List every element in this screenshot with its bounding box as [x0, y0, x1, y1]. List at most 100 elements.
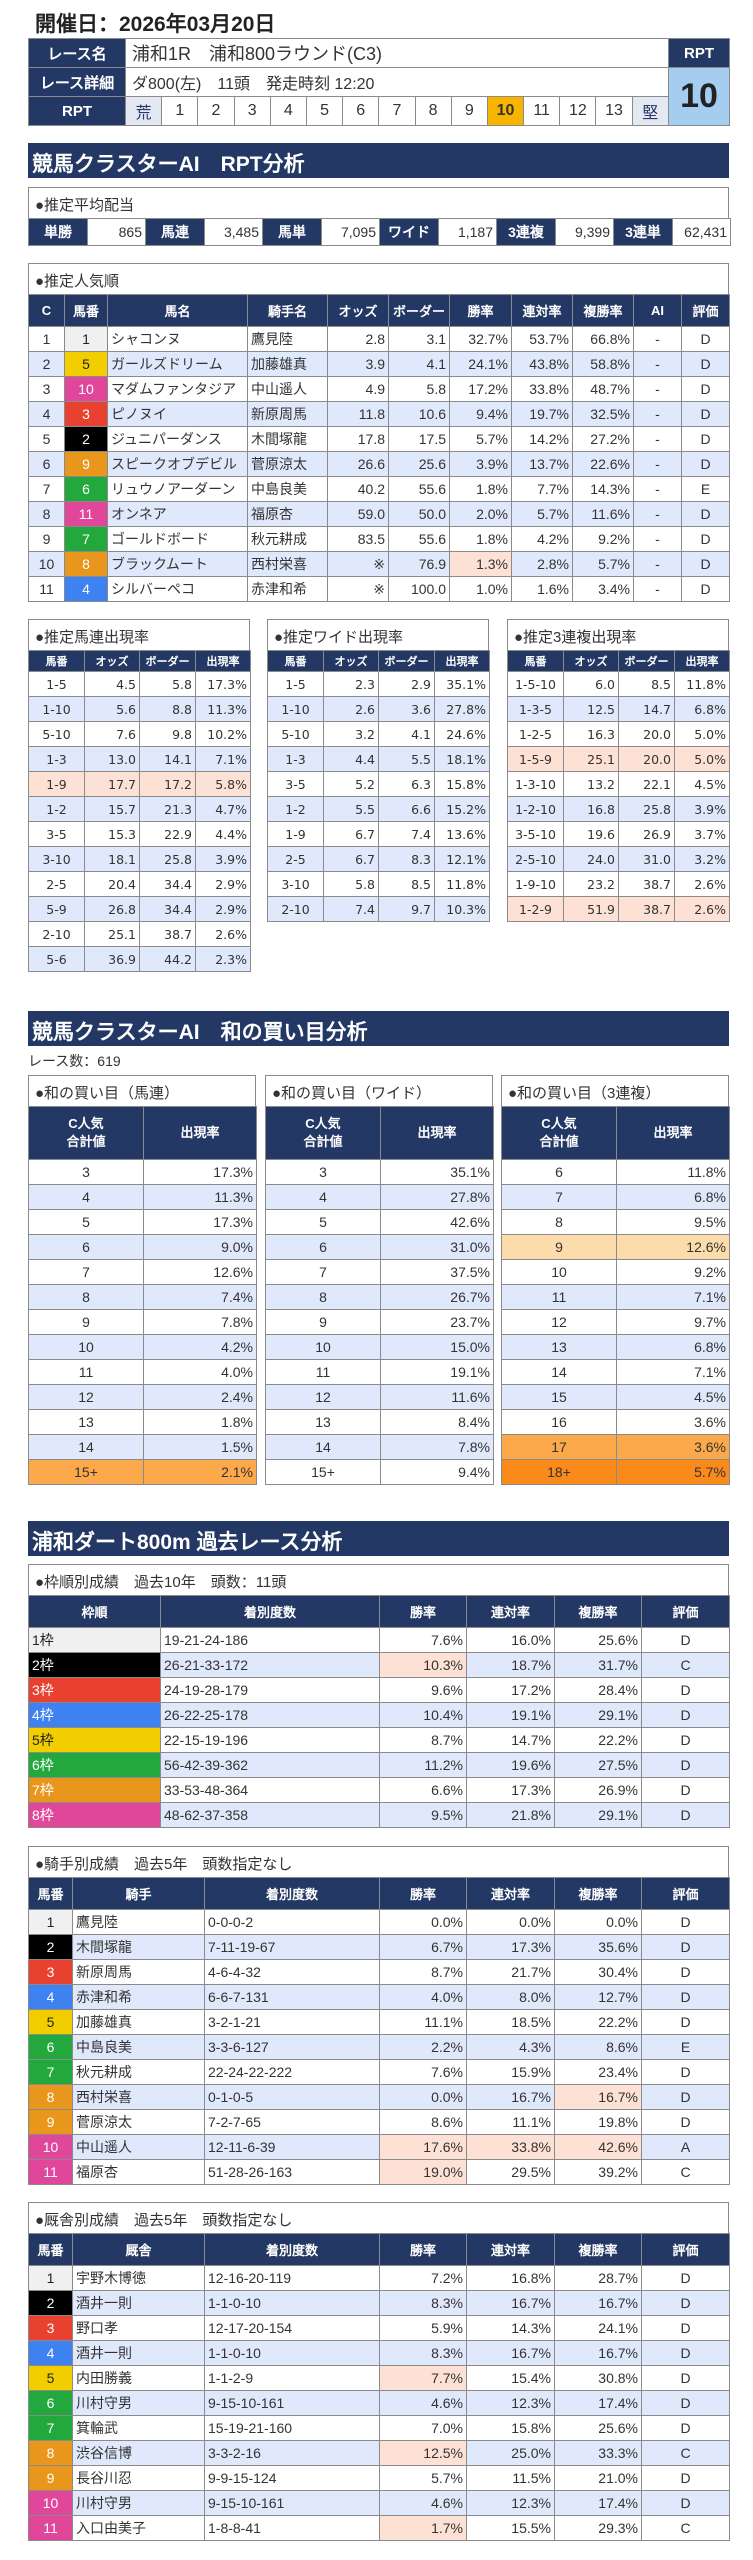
table-cell: 11.8 — [327, 401, 389, 427]
table-cell: 8.0% — [466, 1984, 555, 2010]
table-cell: 3 — [265, 1159, 381, 1185]
table-cell: 26.9 — [618, 821, 675, 847]
table-cell: 9.2% — [616, 1259, 730, 1285]
table-cell: 30.8% — [554, 2365, 642, 2391]
table-cell: 8.3 — [378, 846, 435, 872]
table-row: 1-10 5.6 8.8 11.3% — [28, 696, 251, 722]
table-cell: 6 — [265, 1234, 381, 1260]
table-cell: 箕輪武 — [72, 2415, 205, 2441]
table-row: 1-10 2.6 3.6 27.8% — [267, 696, 490, 722]
horse-number-cell: 1 — [28, 2265, 73, 2291]
table-cell: 4.5% — [674, 771, 730, 797]
table-row: 9 12.6% — [501, 1234, 730, 1260]
table-cell: D — [641, 2265, 730, 2291]
table-cell: 中島良美 — [72, 2034, 205, 2060]
table-row: 3枠 24-19-28-179 9.6% 17.2% 28.4% D — [28, 1677, 730, 1703]
table-cell: D — [681, 401, 730, 427]
table-cell: D — [641, 1802, 730, 1828]
table-cell: 12-17-20-154 — [204, 2315, 380, 2341]
table-cell: 入口由美子 — [72, 2515, 205, 2541]
table-cell: 5.5 — [323, 796, 379, 822]
table-cell: 16 — [501, 1409, 617, 1435]
table-cell: 12-16-20-119 — [204, 2265, 380, 2291]
table-cell: D — [641, 1777, 730, 1803]
section-title-rpt: 競馬クラスターAI RPT分析 — [28, 143, 729, 178]
table-cell: C — [641, 2159, 730, 2185]
table-cell: D — [641, 2290, 730, 2316]
table-cell: 5.7% — [449, 426, 512, 452]
table-cell: 27.8% — [434, 696, 490, 722]
column-header: 出現率 — [380, 1106, 494, 1160]
table-row: 2 5 ガールズドリーム 加藤雄真 3.9 4.1 24.1% 43.8% 58.8% - D — [28, 351, 730, 377]
table-cell: 26.8 — [84, 896, 140, 922]
column-header: ボーダー — [388, 294, 450, 327]
table-cell: 11.2% — [379, 1752, 467, 1778]
table-cell: - — [633, 376, 682, 402]
table-row: 5 42.6% — [265, 1209, 494, 1235]
table-row: 5 加藤雄真 3-2-1-21 11.1% 18.5% 22.2% D — [28, 2009, 730, 2035]
box-title: ●枠順別成績 過去10年 頭数：11頭 — [28, 1564, 729, 1595]
column-header: 着別度数 — [160, 1595, 380, 1628]
table-cell: 18.1% — [434, 746, 490, 772]
table-row: 6 9 スピークオブデビル 菅原涼太 26.6 25.6 3.9% 13.7% 22.6% - D — [28, 451, 730, 477]
table-cell: 8 — [501, 1209, 617, 1235]
table-row: 11 入口由美子 1-8-8-41 1.7% 15.5% 29.3% C — [28, 2515, 730, 2541]
table-cell: シルバーペコ — [107, 576, 248, 602]
table-cell: D — [641, 2465, 730, 2491]
horse-number-cell: 4 — [28, 2340, 73, 2366]
table-cell: 10.2% — [195, 721, 251, 747]
table-cell: ※ — [327, 576, 389, 602]
table-cell: 3.2 — [323, 721, 379, 747]
table-row: 3-5 15.3 22.9 4.4% — [28, 821, 251, 847]
table-cell: 22.2% — [554, 2009, 642, 2035]
table-cell: 鷹見陸 — [72, 1909, 205, 1935]
table-row: 5-10 3.2 4.1 24.6% — [267, 721, 490, 747]
table-row: 8 11 オンネア 福原杏 59.0 50.0 2.0% 5.7% 11.6% - D — [28, 501, 730, 527]
table-cell: 2-5 — [267, 846, 324, 872]
table-cell: 19.1% — [380, 1359, 494, 1385]
table-cell: D — [641, 2084, 730, 2110]
table-row: 1 鷹見陸 0-0-0-2 0.0% 0.0% 0.0% D — [28, 1909, 730, 1935]
table-row: 12 9.7% — [501, 1309, 730, 1335]
table-cell: 11 — [28, 576, 65, 602]
column-header: 連対率 — [511, 294, 573, 327]
column-header: 馬番 — [64, 294, 108, 327]
table-row: 8 渋谷信博 3-3-2-16 12.5% 25.0% 33.3% C — [28, 2440, 730, 2466]
table-cell: 4.0% — [143, 1359, 257, 1385]
table-cell: 12.6% — [143, 1259, 257, 1285]
horse-number-cell: 7 — [28, 2415, 73, 2441]
table-cell: 6.7 — [323, 821, 379, 847]
column-header: ボーダー — [618, 650, 675, 672]
table-cell: 4.4 — [323, 746, 379, 772]
table-cell: - — [633, 501, 682, 527]
horse-number-cell: 11 — [28, 2159, 73, 2185]
table-cell: 15-19-21-160 — [204, 2415, 380, 2441]
table-cell: 3.6% — [616, 1409, 730, 1435]
table-cell: 17.4% — [554, 2390, 642, 2416]
table-cell: 3.6% — [616, 1434, 730, 1460]
table-row: 10 8 ブラックムート 西村栄喜 ※ 76.9 1.3% 2.8% 5.7% - D — [28, 551, 730, 577]
table-cell: 8.4% — [380, 1409, 494, 1435]
column-header: 騎手 — [72, 1877, 205, 1910]
table-cell: 1-5 — [28, 671, 85, 697]
table-cell: D — [641, 1702, 730, 1728]
table-cell: 3-5-10 — [507, 821, 564, 847]
table-cell: 1-9 — [28, 771, 85, 797]
table-cell: E — [681, 476, 730, 502]
table-row: 12 2.4% — [28, 1384, 257, 1410]
table-cell: D — [681, 576, 730, 602]
section-title-past: 浦和ダート800m 過去レース分析 — [28, 1521, 729, 1556]
table-row: 4 3 ピノヌイ 新原周馬 11.8 10.6 9.4% 19.7% 32.5% - D — [28, 401, 730, 427]
table-row: 17 3.6% — [501, 1434, 730, 1460]
table-cell: 福原杏 — [247, 501, 328, 527]
table-cell: 木間塚龍 — [247, 426, 328, 452]
table-cell: 2.8% — [511, 551, 573, 577]
table-cell: 28.7% — [554, 2265, 642, 2291]
table-cell: 10 — [501, 1259, 617, 1285]
table-cell: 14.2% — [511, 426, 573, 452]
table-row: 2 木間塚龍 7-11-19-67 6.7% 17.3% 35.6% D — [28, 1934, 730, 1960]
table-cell: 7.8% — [143, 1309, 257, 1335]
column-header: 出現率 — [434, 650, 490, 672]
table-cell: 13.0 — [84, 746, 140, 772]
payout-value: 7,095 — [321, 218, 380, 246]
